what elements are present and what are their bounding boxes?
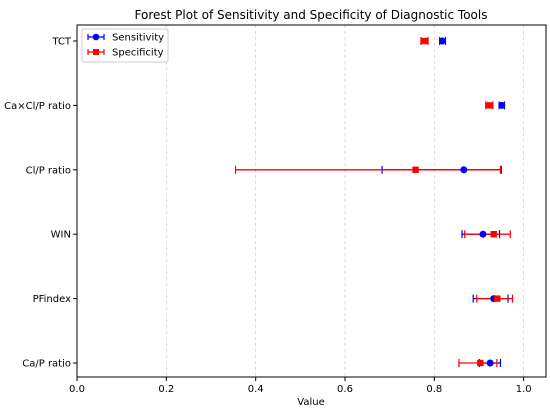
sensitivity-point [498, 101, 506, 109]
y-tick-label: PFindex [33, 294, 71, 305]
sensitivity-point [486, 359, 494, 367]
x-axis-title: Value [297, 397, 324, 408]
legend: Sensitivity Specificity [81, 28, 169, 63]
y-tick-label: Ca×Cl/P ratio [4, 101, 71, 112]
x-tick-label: 0.0 [69, 384, 85, 395]
legend-label: Specificity [112, 48, 164, 59]
x-tick-label: 0.4 [248, 384, 264, 395]
specificity-point [490, 231, 497, 238]
legend-label: Sensitivity [112, 33, 164, 44]
specificity-point [494, 295, 501, 302]
specificity-point [412, 166, 419, 173]
chart-title: Forest Plot of Sensitivity and Specifici… [135, 8, 488, 22]
plot-frame [76, 24, 547, 378]
specificity-point [477, 359, 484, 367]
sensitivity-point [460, 166, 468, 174]
specificity-point [421, 37, 428, 45]
sensitivity-point [479, 230, 487, 238]
sensitivity-point [438, 37, 446, 45]
legend-marker [92, 33, 100, 41]
confidence-intervals [234, 37, 514, 367]
x-tick-label: 1.0 [516, 384, 532, 395]
y-tick-label: TCT [51, 37, 72, 48]
y-axis-ticks: TCT Ca×Cl/P ratio Cl/P ratio WIN PFindex Ca/P… [4, 37, 77, 370]
x-tick-label: 0.8 [426, 384, 442, 395]
legend-marker [93, 49, 99, 55]
y-tick-label: Cl/P ratio [26, 165, 71, 176]
grid-layer [76, 25, 525, 377]
x-axis-ticks: 0.0 0.2 0.4 0.6 0.8 1.0 [69, 377, 532, 395]
specificity-point [486, 102, 493, 109]
y-tick-label: Ca/P ratio [22, 359, 71, 370]
y-tick-label: WIN [51, 230, 71, 241]
x-tick-label: 0.6 [337, 384, 353, 395]
point-estimates [412, 37, 506, 367]
x-tick-label: 0.2 [158, 384, 174, 395]
